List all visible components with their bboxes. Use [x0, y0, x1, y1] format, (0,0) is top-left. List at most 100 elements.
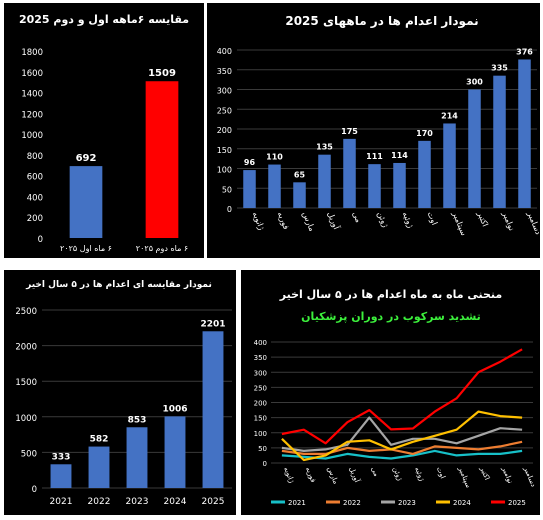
- bar: [318, 154, 331, 208]
- bar: [418, 140, 431, 208]
- y-tick-label: 0: [263, 460, 267, 468]
- x-tick-label: اوت: [435, 466, 447, 480]
- half-year-comparison-chart: مقایسه ۶ماهه اول و دوم 2025 0 200 400 600 800…: [19, 13, 189, 253]
- data-label: 853: [128, 415, 147, 425]
- bar: [202, 331, 224, 488]
- bar: [88, 446, 110, 488]
- y-tick-label: 400: [27, 193, 43, 203]
- chart-panel-monthly-2025: نمودار اعدام ها در ماههای 2025 0 50 100 150 2…: [207, 3, 540, 258]
- y-tick-label: 150: [217, 146, 232, 155]
- legend-label: 2023: [398, 499, 416, 507]
- chart-title: مقایسه ۶ماهه اول و دوم 2025: [19, 13, 189, 26]
- y-tick-label: 1000: [15, 414, 37, 424]
- y-tick-label: 350: [217, 67, 232, 76]
- x-tick-label: فوریه: [276, 210, 291, 231]
- data-label: 1509: [148, 68, 176, 79]
- y-tick-label: 2000: [15, 343, 37, 353]
- data-label: 111: [366, 152, 383, 161]
- x-tick-label: نوامبر: [500, 465, 514, 485]
- chart-subtitle: تشدید سرکوب در دوران پزشکیان: [301, 310, 481, 323]
- y-tick-label: 350: [254, 354, 267, 362]
- monthly-2025-chart: نمودار اعدام ها در ماههای 2025 0 50 100 150 2…: [217, 14, 540, 237]
- bar: [164, 416, 186, 488]
- bar: [69, 166, 103, 238]
- chart-title: منحنی ماه به ماه اعدام ها در ۵ سال اخیر: [279, 288, 502, 301]
- y-tick-label: 200: [254, 400, 267, 408]
- data-label: 333: [52, 452, 71, 462]
- y-tick-label: 1200: [21, 110, 43, 120]
- data-label: 300: [466, 78, 483, 87]
- series-line-2023: [281, 416, 523, 452]
- x-tick-label: سپتامبر: [450, 209, 468, 237]
- chart-title: نمودار مقایسه ای اعدام ها در ۵ سال اخیر: [25, 280, 212, 290]
- series-line-2021: [281, 449, 523, 460]
- x-tick-label: ژانویه: [282, 466, 296, 485]
- data-label: 170: [416, 129, 433, 138]
- chart-panel-monthly-lines: منحنی ماه به ماه اعدام ها در ۵ سال اخیر ت…: [241, 270, 540, 515]
- legend-label: 2025: [508, 499, 526, 507]
- bar: [268, 164, 281, 208]
- data-label: 175: [341, 127, 358, 136]
- y-tick-label: 500: [21, 449, 37, 459]
- legend-label: 2022: [343, 499, 361, 507]
- x-tick-label: می: [351, 210, 363, 224]
- y-tick-label: 200: [217, 126, 232, 135]
- y-tick-label: 1800: [21, 48, 43, 58]
- bar: [145, 81, 179, 239]
- bar: [468, 89, 481, 208]
- x-tick-label: نوامبر: [500, 209, 516, 232]
- x-tick-label: آوریل: [348, 465, 363, 484]
- y-tick-label: 0: [227, 205, 232, 214]
- x-tick-label: ۶ ماه اول ۲۰۲۵: [60, 244, 112, 253]
- data-label: 582: [90, 435, 109, 445]
- bar: [126, 427, 148, 488]
- data-label: 692: [76, 153, 97, 164]
- x-tick-label: ژوئن: [391, 466, 404, 483]
- data-label: 135: [316, 143, 333, 152]
- data-label: 96: [244, 158, 256, 167]
- legend-label: 2024: [453, 499, 471, 507]
- x-tick-label: می: [369, 466, 380, 478]
- x-tick-label: ژانویه: [251, 210, 266, 231]
- y-tick-label: 1500: [15, 378, 37, 388]
- data-label: 376: [516, 47, 533, 56]
- y-tick-label: 400: [254, 339, 267, 347]
- x-tick-label: دسامبر: [525, 209, 540, 236]
- y-tick-label: 1600: [21, 69, 43, 79]
- y-tick-label: 300: [217, 87, 232, 96]
- y-tick-label: 600: [27, 173, 43, 183]
- x-tick-label: 2021: [50, 497, 73, 507]
- series-line-2022: [281, 440, 523, 455]
- x-tick-label: ژوئن: [376, 210, 390, 228]
- bar: [293, 182, 306, 208]
- bar: [493, 75, 506, 208]
- chart-panel-half-year: مقایسه ۶ماهه اول و دوم 2025 0 200 400 600 800…: [4, 3, 204, 258]
- x-tick-label: ژوئیه: [413, 466, 426, 483]
- y-tick-label: 2500: [15, 307, 37, 317]
- x-tick-label: آوریل: [326, 210, 342, 231]
- x-tick-label: مارس: [326, 466, 340, 486]
- x-tick-label: فوریه: [304, 466, 317, 484]
- x-tick-label: 2023: [126, 497, 149, 507]
- y-tick-label: 250: [217, 106, 232, 115]
- y-tick-label: 100: [217, 166, 232, 175]
- bar: [518, 59, 531, 209]
- bar: [443, 123, 456, 208]
- y-tick-label: 800: [27, 152, 43, 162]
- x-tick-label: سپتامبر: [456, 465, 472, 489]
- bar: [343, 138, 356, 208]
- series-line-2025: [281, 348, 523, 445]
- x-tick-label: 2025: [202, 497, 225, 507]
- series-line-2024: [281, 410, 523, 462]
- y-tick-label: 150: [254, 415, 267, 423]
- x-tick-label: ۶ ماه دوم ۲۰۲۵: [136, 244, 188, 253]
- data-label: 110: [266, 153, 283, 162]
- data-label: 335: [491, 64, 508, 73]
- y-tick-label: 50: [258, 445, 267, 453]
- y-tick-label: 0: [32, 485, 37, 495]
- chart-title: نمودار اعدام ها در ماههای 2025: [285, 14, 478, 29]
- y-tick-label: 100: [254, 430, 267, 438]
- y-tick-label: 250: [254, 384, 267, 392]
- x-tick-label: ژوئیه: [401, 210, 416, 229]
- chart-panel-five-years: نمودار مقایسه ای اعدام ها در ۵ سال اخیر 0…: [4, 270, 236, 515]
